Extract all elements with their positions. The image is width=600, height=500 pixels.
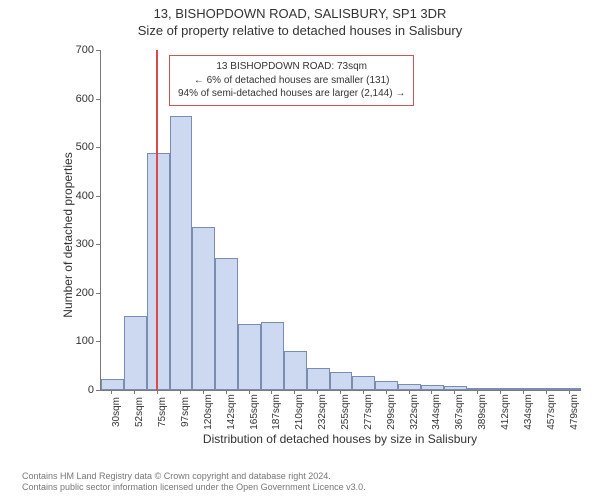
x-tick-label: 434sqm — [523, 394, 534, 430]
x-axis-label: Distribution of detached houses by size … — [203, 432, 477, 446]
y-tick-label: 100 — [76, 335, 94, 347]
histogram-bar — [375, 381, 398, 390]
y-tick-label: 400 — [76, 190, 94, 202]
x-tick-label: 367sqm — [454, 394, 465, 430]
y-tick-label: 300 — [76, 238, 94, 250]
histogram-bar — [261, 322, 284, 390]
footer-attribution: Contains HM Land Registry data © Crown c… — [22, 471, 366, 494]
x-tick-mark — [157, 390, 158, 394]
y-tick-label: 200 — [76, 287, 94, 299]
x-tick-label: 479sqm — [569, 394, 580, 430]
x-tick-mark — [111, 390, 112, 394]
annotation-line-3: 94% of semi-detached houses are larger (… — [178, 87, 405, 101]
marker-line — [156, 50, 158, 390]
y-tick-label: 700 — [76, 44, 94, 56]
footer-line-2: Contains public sector information licen… — [22, 482, 366, 494]
y-tick-label: 600 — [76, 93, 94, 105]
histogram-bar — [170, 116, 193, 390]
histogram-bar — [330, 372, 353, 390]
histogram-bar — [124, 316, 147, 390]
x-tick-label: 232sqm — [317, 394, 328, 430]
histogram-bar — [238, 324, 261, 390]
chart-container: 13, BISHOPDOWN ROAD, SALISBURY, SP1 3DR … — [0, 0, 600, 500]
x-tick-label: 344sqm — [431, 394, 442, 430]
histogram-bar — [215, 258, 238, 390]
annotation-box: 13 BISHOPDOWN ROAD: 73sqm← 6% of detache… — [169, 55, 414, 106]
x-tick-label: 299sqm — [386, 394, 397, 430]
histogram-bar — [307, 368, 330, 390]
x-tick-label: 457sqm — [546, 394, 557, 430]
x-tick-label: 187sqm — [271, 394, 282, 430]
x-tick-label: 277sqm — [363, 394, 374, 430]
chart-title-sub: Size of property relative to detached ho… — [0, 21, 600, 38]
histogram-bar — [101, 379, 124, 390]
annotation-line-1: 13 BISHOPDOWN ROAD: 73sqm — [178, 60, 405, 74]
x-tick-mark — [180, 390, 181, 394]
footer-line-1: Contains HM Land Registry data © Crown c… — [22, 471, 366, 483]
annotation-line-2: ← 6% of detached houses are smaller (131… — [178, 74, 405, 88]
x-tick-label: 389sqm — [477, 394, 488, 430]
plot-area: Number of detached properties 0100200300… — [60, 50, 580, 420]
x-tick-label: 322sqm — [409, 394, 420, 430]
x-tick-label: 412sqm — [500, 394, 511, 430]
x-tick-label: 120sqm — [203, 394, 214, 430]
x-tick-mark — [134, 390, 135, 394]
histogram-bar — [284, 351, 307, 390]
x-tick-label: 97sqm — [180, 397, 191, 427]
y-axis: 0100200300400500600700 — [60, 50, 100, 420]
x-tick-label: 142sqm — [226, 394, 237, 430]
y-tick-label: 500 — [76, 141, 94, 153]
histogram-bar — [352, 376, 375, 390]
histogram-bar — [192, 227, 215, 390]
x-tick-label: 255sqm — [340, 394, 351, 430]
chart-title-main: 13, BISHOPDOWN ROAD, SALISBURY, SP1 3DR — [0, 0, 600, 21]
x-tick-label: 52sqm — [134, 397, 145, 427]
x-axis: Distribution of detached houses by size … — [100, 390, 580, 420]
x-tick-label: 75sqm — [157, 397, 168, 427]
chart-box: 13 BISHOPDOWN ROAD: 73sqm← 6% of detache… — [100, 50, 581, 391]
x-tick-label: 30sqm — [111, 397, 122, 427]
x-tick-label: 165sqm — [249, 394, 260, 430]
y-tick-label: 0 — [88, 384, 94, 396]
x-tick-label: 210sqm — [294, 394, 305, 430]
